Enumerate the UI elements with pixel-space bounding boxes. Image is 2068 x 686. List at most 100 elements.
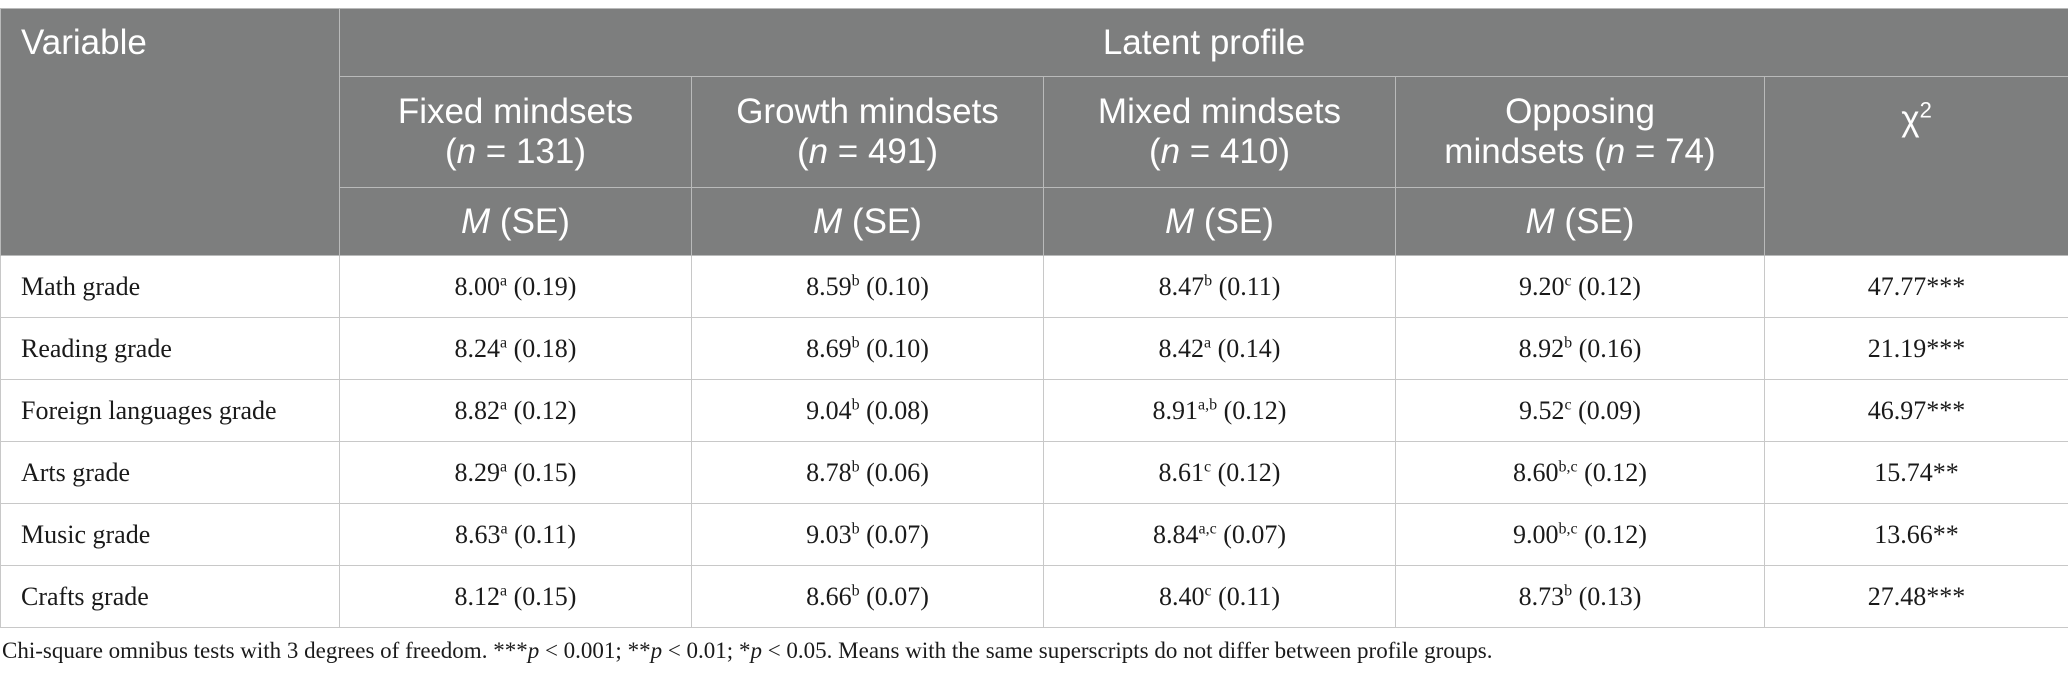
group-superscript: a [500,333,508,351]
header-group-opposing: Opposing mindsets (n = 74) [1395,76,1765,188]
se-value: (0.11) [507,519,576,549]
row-label: Music grade [0,503,340,566]
chi-square-value: 21.19*** [1763,317,2068,380]
se-value: (0.12) [1577,519,1647,549]
mean-value: 8.47 [1158,271,1205,301]
n-symbol: n [1160,132,1181,171]
n-symbol: n [808,132,829,171]
mean-se-cell: 9.04b (0.08) [691,379,1044,442]
group-superscript: a [500,519,508,537]
mean-value: 8.60 [1513,457,1559,487]
header-stat-growth: M (SE) [691,187,1044,256]
n-symbol: n [456,132,477,171]
table-body: Math grade 8.00a (0.19) 8.59b (0.10) 8.47b … [0,255,2068,628]
header-stat-mixed: M (SE) [1043,187,1396,256]
mean-se-cell: 8.29a (0.15) [339,441,692,504]
chi-square-value: 27.48*** [1763,565,2068,628]
se-value: (0.10) [859,333,929,363]
se-value: (0.11) [1211,581,1280,611]
mean-value: 8.59 [806,271,852,301]
chi-square-value: 15.74** [1763,441,2068,504]
se-value: (0.16) [1572,333,1642,363]
mean-se-cell: 8.69b (0.10) [691,317,1044,380]
group-superscript: b [851,271,860,289]
mean-se-cell: 8.61c (0.12) [1043,441,1396,504]
se-value: (0.15) [507,457,577,487]
mean-value: 8.73 [1518,581,1565,611]
mean-se-cell: 8.12a (0.15) [339,565,692,628]
mean-se-cell: 9.52c (0.09) [1395,379,1765,442]
group-superscript: c [1564,395,1572,413]
group-superscript: a [500,457,508,475]
mean-se-cell: 8.84a,c (0.07) [1043,503,1396,566]
group-superscript: a [500,395,508,413]
mean-value: 9.20 [1519,271,1565,301]
se-value: (0.12) [1577,457,1647,487]
table-row: Music grade 8.63a (0.11) 9.03b (0.07) 8.84a… [0,503,2068,566]
mean-se-cell: 8.00a (0.19) [339,255,692,318]
mean-se-cell: 8.91a,b (0.12) [1043,379,1396,442]
table-row: Arts grade 8.29a (0.15) 8.78b (0.06) 8.61c … [0,441,2068,504]
mean-se-cell: 8.40c (0.11) [1043,565,1396,628]
header-group-fixed: Fixed mindsets (n = 131) [339,76,692,188]
mean-value: 8.69 [806,333,852,363]
mean-value: 8.82 [454,395,501,425]
header-group-growth: Growth mindsets (n = 491) [691,76,1044,188]
group-name: Opposing [1505,92,1655,131]
se-value: (0.12) [1217,395,1287,425]
se-value: (0.12) [1571,271,1641,301]
se-value: (0.11) [1212,271,1281,301]
mean-value: 8.84 [1152,519,1199,549]
header-variable: Variable [0,8,340,256]
table-note: Chi-square omnibus tests with 3 degrees … [2,638,1493,663]
header-stat-opposing: M (SE) [1395,187,1765,256]
mean-value: 8.61 [1158,457,1205,487]
mean-value: 8.63 [455,519,501,549]
group-superscript: a [1204,333,1212,351]
group-superscript: b [1564,333,1573,351]
row-label: Arts grade [0,441,340,504]
se-value: (0.09) [1571,395,1641,425]
mean-se-cell: 8.73b (0.13) [1395,565,1765,628]
mean-value: 8.24 [454,333,501,363]
se-value: (0.06) [859,457,929,487]
mean-se-cell: 9.03b (0.07) [691,503,1044,566]
table-header: Variable Latent profile Fixed mindsets (… [0,8,2068,256]
table-row: Math grade 8.00a (0.19) 8.59b (0.10) 8.47b … [0,255,2068,318]
group-superscript: b [851,457,860,475]
se-value: (0.12) [1211,457,1281,487]
chi-square-value: 46.97*** [1763,379,2068,442]
group-superscript: c [1204,581,1212,599]
group-superscript: b [1564,581,1573,599]
row-label: Foreign languages grade [0,379,340,442]
se-value: (0.12) [507,395,577,425]
n-symbol: n [1605,132,1626,171]
group-superscript: b [1204,271,1213,289]
row-label: Math grade [0,255,340,318]
mean-se-cell: 8.92b (0.16) [1395,317,1765,380]
table-row: Crafts grade 8.12a (0.15) 8.66b (0.07) 8.40… [0,565,2068,628]
group-superscript: b,c [1558,457,1578,475]
mean-value: 9.00 [1513,519,1559,549]
mean-se-cell: 8.82a (0.12) [339,379,692,442]
mean-value: 8.91 [1152,395,1199,425]
se-value: (0.08) [859,395,929,425]
mean-se-cell: 8.60b,c (0.12) [1395,441,1765,504]
group-superscript: a,c [1198,519,1217,537]
group-name: Fixed mindsets [397,92,634,131]
group-superscript: b [851,333,860,351]
mean-se-cell: 8.59b (0.10) [691,255,1044,318]
group-superscript: c [1564,271,1572,289]
mean-se-cell: 9.00b,c (0.12) [1395,503,1765,566]
group-superscript: b,c [1558,519,1578,537]
group-superscript: b [851,519,860,537]
mean-value: 9.04 [806,395,852,425]
group-superscript: b [851,395,860,413]
mean-value: 8.00 [454,271,501,301]
table-row: Foreign languages grade 8.82a (0.12) 9.04b… [0,379,2068,442]
group-superscript: b [851,581,860,599]
se-value: (0.19) [507,271,577,301]
mean-se-cell: 9.20c (0.12) [1395,255,1765,318]
se-value: (0.18) [507,333,577,363]
group-superscript: a [500,581,508,599]
